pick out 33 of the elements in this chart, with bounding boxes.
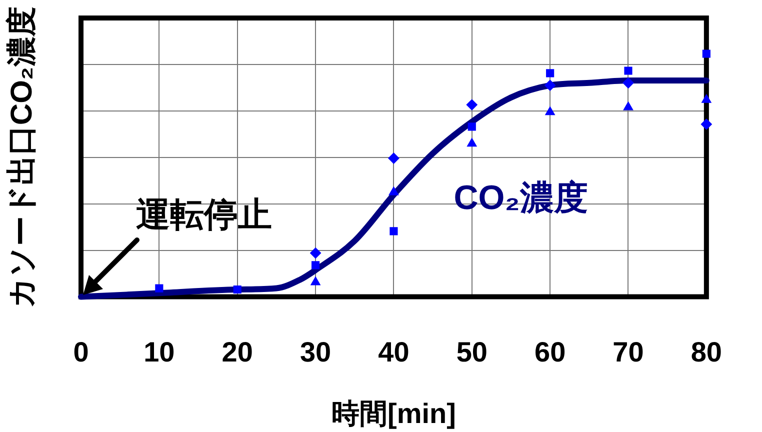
- point: [468, 122, 476, 131]
- series-label: CO₂濃度: [454, 179, 588, 218]
- point: [390, 227, 398, 236]
- x-tick-label: 60: [534, 336, 566, 368]
- annotation: 運転停止: [136, 196, 272, 234]
- point: [702, 94, 712, 103]
- x-tick-label: 70: [612, 336, 644, 368]
- point: [310, 276, 320, 286]
- point: [545, 106, 555, 116]
- x-tick-label: 0: [73, 336, 89, 368]
- point: [546, 69, 554, 78]
- point: [702, 50, 710, 58]
- point: [466, 99, 478, 110]
- point: [467, 138, 477, 147]
- point: [623, 102, 634, 110]
- x-tick-label: 20: [222, 336, 253, 368]
- x-tick-label: 30: [300, 336, 332, 368]
- x-tick-label: 40: [378, 336, 410, 368]
- y-axis-title: カソード出口CO₂濃度: [4, 6, 38, 308]
- x-tick-label: 80: [690, 336, 722, 368]
- point: [544, 80, 556, 91]
- point: [388, 152, 400, 164]
- x-tick-label: 10: [144, 336, 175, 368]
- point: [312, 261, 320, 270]
- point: [700, 118, 712, 130]
- point: [233, 285, 242, 294]
- point: [388, 186, 399, 196]
- x-axis-title: 時間[min]: [331, 398, 456, 429]
- point: [622, 77, 634, 88]
- point: [310, 248, 322, 259]
- point: [624, 66, 632, 75]
- point: [155, 284, 164, 292]
- x-tick-label: 50: [456, 336, 488, 368]
